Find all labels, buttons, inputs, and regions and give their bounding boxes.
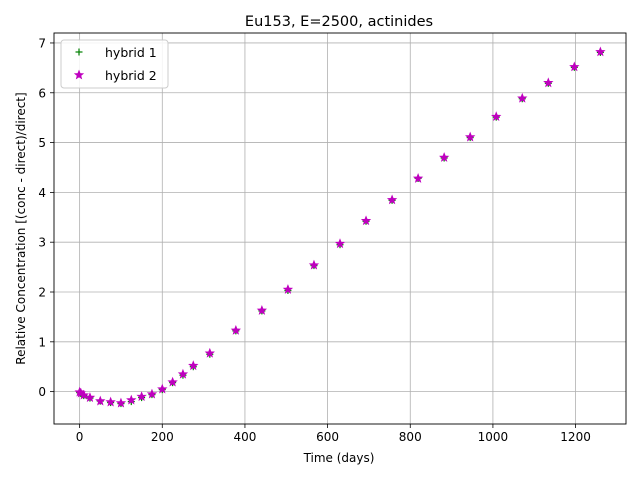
data-point [95, 395, 106, 406]
data-point [204, 347, 215, 358]
data-point [439, 152, 450, 162]
data-point [569, 61, 580, 72]
data-point [177, 368, 189, 379]
data-point [595, 46, 606, 57]
y-tick-label: 0 [38, 385, 46, 399]
ticks: 0 200 400 600 800 1000 1200 0 1 2 3 4 5 6 7 [38, 36, 590, 444]
data-point [188, 360, 199, 371]
y-tick-label: 4 [38, 186, 46, 200]
data-point [78, 389, 89, 400]
data-point [136, 391, 147, 401]
y-tick-label: 3 [38, 236, 46, 250]
data-point [360, 215, 372, 226]
legend-label-hybrid-1: hybrid 1 [105, 45, 157, 60]
plot-frame [53, 32, 627, 425]
data-point [465, 131, 476, 142]
data-point [167, 376, 178, 387]
chart-title: Eu153, E=2500, actinides [245, 14, 433, 30]
data-point [282, 284, 294, 294]
data-point [386, 194, 398, 205]
legend-box [60, 39, 169, 89]
legend-label-hybrid-2: hybrid 2 [105, 68, 157, 83]
legend: hybrid 1 hybrid 2 [60, 39, 169, 89]
legend-entry-hybrid-2: hybrid 2 [73, 68, 157, 83]
data-point [412, 173, 424, 183]
data-point [308, 259, 320, 270]
legend-entry-hybrid-1: hybrid 1 [75, 45, 157, 60]
x-axis-label: Time (days) [303, 451, 375, 465]
legend-marker [75, 48, 83, 56]
y-tick-label: 6 [38, 86, 46, 100]
series-layer [74, 46, 606, 408]
x-tick-label: 0 [76, 430, 84, 444]
data-point [146, 388, 158, 399]
data-point [543, 77, 554, 88]
x-tick-label: 400 [233, 430, 256, 444]
data-point [105, 396, 116, 407]
data-point [334, 238, 346, 249]
x-tick-label: 600 [316, 430, 339, 444]
series-2 [74, 46, 606, 408]
data-point [84, 392, 96, 402]
x-tick-label: 1200 [560, 430, 591, 444]
y-tick-label: 1 [38, 335, 46, 349]
data-point [491, 111, 502, 122]
data-point [256, 305, 268, 315]
y-tick-label: 5 [38, 136, 46, 150]
x-tick-label: 800 [399, 430, 422, 444]
y-tick-label: 7 [38, 36, 46, 50]
data-point [230, 324, 241, 335]
legend-marker [73, 69, 85, 80]
data-point [157, 383, 168, 394]
y-axis-label: Relative Concentration [(conc - direct)/… [14, 92, 28, 364]
data-point [517, 92, 528, 103]
x-tick-label: 1000 [478, 430, 509, 444]
x-tick-label: 200 [151, 430, 174, 444]
data-point [126, 394, 137, 405]
y-tick-label: 2 [38, 286, 46, 300]
data-point [115, 397, 127, 408]
